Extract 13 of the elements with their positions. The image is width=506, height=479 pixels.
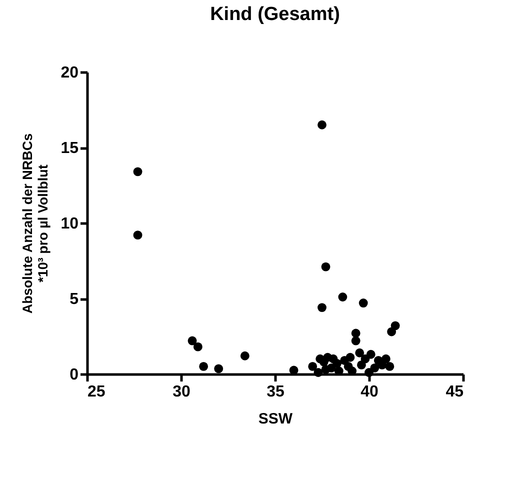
x-tick-label: 30: [172, 384, 190, 400]
y-tick-label: 5: [70, 291, 79, 308]
x-tick-label: 35: [266, 384, 284, 400]
y-tick-label: 15: [60, 140, 79, 157]
x-axis-title: SSW: [258, 410, 294, 428]
x-tick-label: 45: [446, 384, 464, 400]
y-tick-label: 20: [60, 64, 79, 82]
y-tick-label: 0: [70, 366, 79, 384]
x-tick-label: 40: [360, 384, 378, 400]
x-tick-label: 25: [88, 384, 106, 400]
chart-title: Kind (Gesamt): [210, 4, 340, 25]
y-tick-label: 10: [60, 216, 79, 232]
y-axis-title: Absolute Anzahl der NRBCs *10³ pro µl Vollblut: [20, 133, 51, 314]
